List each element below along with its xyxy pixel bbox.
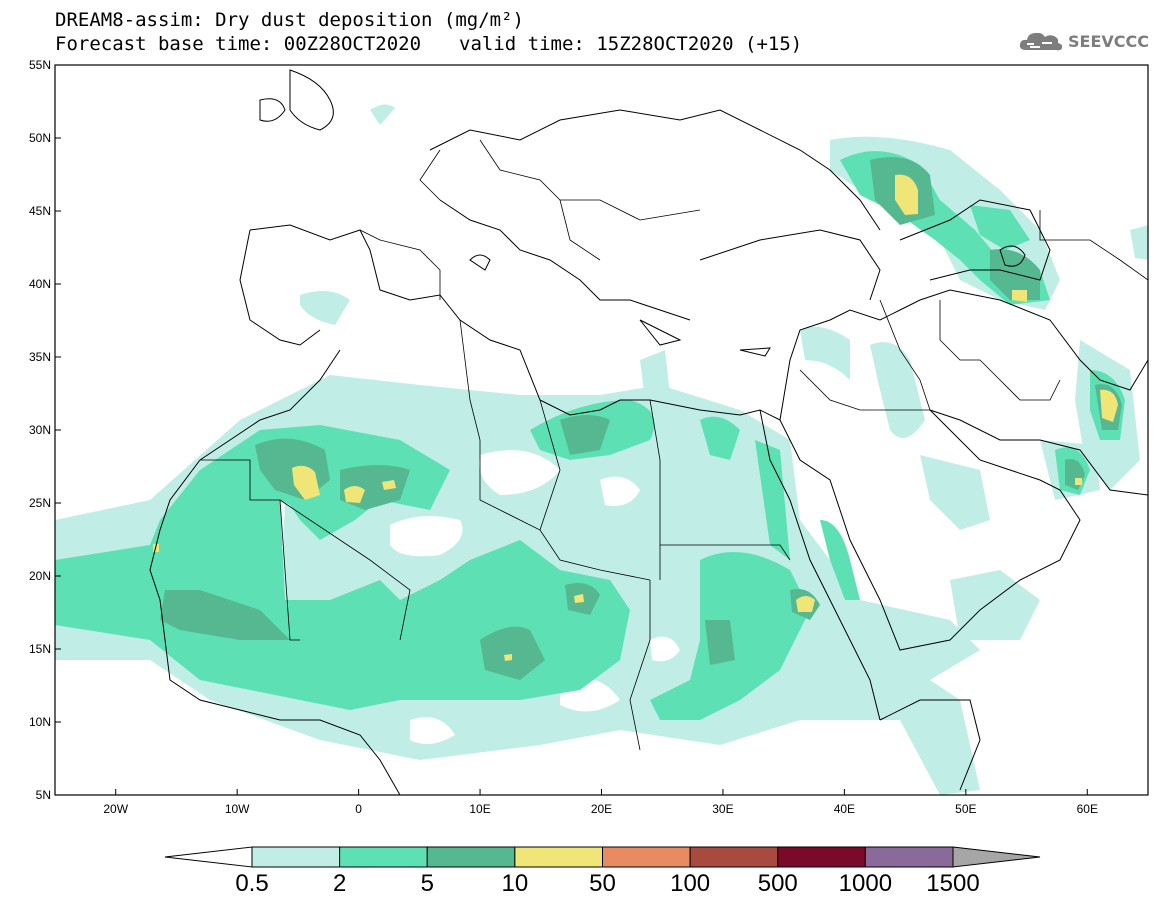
lat-tick-label: 40N (29, 277, 51, 291)
colorbar-upper-arrow (952, 846, 1041, 868)
lon-tick-label: 20E (591, 802, 612, 816)
colorbar-swatch (514, 846, 603, 868)
colorbar-level-label: 1000 (838, 870, 893, 897)
colorbar-level-label: 0.5 (235, 870, 269, 897)
lat-tick-label: 35N (29, 350, 51, 364)
colorbar-swatch (339, 846, 428, 868)
lon-tick-label: 0 (355, 802, 362, 816)
colorbar-swatch (426, 846, 516, 868)
lat-tick-label: 25N (29, 496, 51, 510)
lat-tick-label: 50N (29, 131, 51, 145)
lon-tick-label: 30E (712, 802, 733, 816)
colorbar-swatch (251, 846, 341, 868)
country-borders (200, 139, 1148, 751)
colorbar-level-label: 50 (589, 870, 616, 897)
latitude-axis: 55N 50N 45N 40N 35N 30N 25N 20N 15N 10N 5N (29, 58, 61, 802)
dust-field (55, 69, 1148, 795)
colorbar-level-label: 100 (670, 870, 711, 897)
lon-tick-label: 40E (834, 802, 855, 816)
colorbar-level-label: 10 (501, 870, 529, 897)
map-title: DREAM8-assim: Dry dust deposition (mg/m²… (55, 9, 524, 31)
seevccc-logo: SEEVCCC (1018, 26, 1149, 56)
colorbar-lower-arrow (164, 846, 253, 868)
colorbar-level-label: 5 (420, 870, 434, 897)
logo-text: SEEVCCC (1068, 31, 1149, 51)
colorbar-swatch (777, 846, 866, 868)
longitude-axis: 20W 10W 0 10E 20E 30E 40E 50E 60E (103, 789, 1098, 816)
colorbar-level-label: 500 (757, 870, 798, 897)
lon-tick-label: 60E (1077, 802, 1098, 816)
colorbar (164, 846, 1041, 868)
lat-tick-label: 15N (29, 642, 51, 656)
lon-tick-label: 10W (225, 802, 250, 816)
cloud-logo-icon (1019, 32, 1063, 51)
colorbar-level-label: 2 (332, 870, 347, 897)
valid-time: valid time: 15Z28OCT2020 (+15) (459, 33, 803, 55)
lon-tick-label: 20W (103, 802, 128, 816)
colorbar-swatch (689, 846, 779, 868)
lon-tick-label: 50E (955, 802, 976, 816)
lat-tick-label: 45N (29, 204, 51, 218)
dust-level-10 (153, 174, 1118, 661)
colorbar-swatch (602, 846, 691, 868)
colorbar-level-label: 1500 (926, 870, 980, 897)
forecast-base-time: Forecast base time: 00Z28OCT2020 (55, 33, 422, 55)
lat-tick-label: 5N (36, 788, 51, 802)
lat-tick-label: 55N (29, 58, 51, 72)
lat-tick-label: 10N (29, 715, 51, 729)
coastlines (149, 69, 1148, 795)
lat-tick-label: 30N (29, 423, 51, 437)
map-subtitle: Forecast base time: 00Z28OCT2020 valid ti… (55, 34, 802, 54)
lat-tick-label: 20N (29, 569, 51, 583)
lon-tick-label: 10E (469, 802, 490, 816)
colorbar-swatch (864, 846, 954, 868)
